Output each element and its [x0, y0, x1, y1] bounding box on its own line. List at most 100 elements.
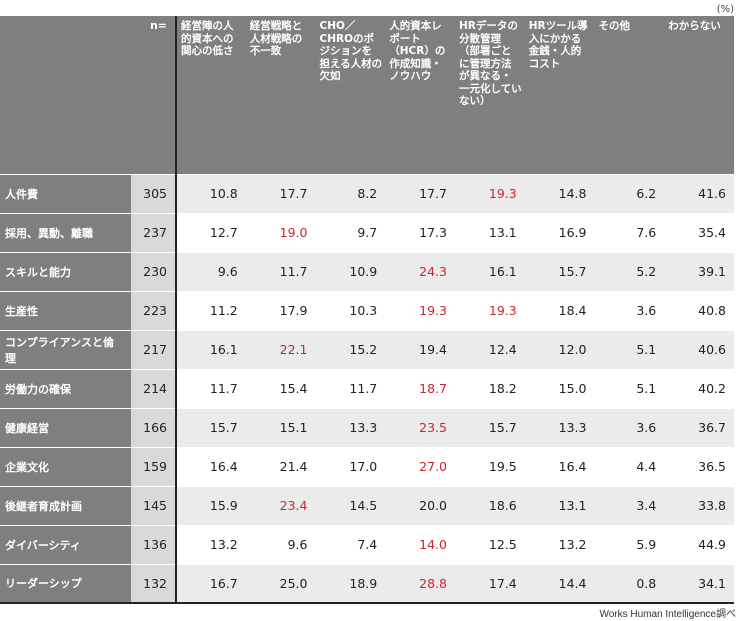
row-label: スキルと能力	[0, 251, 131, 291]
data-table: n= 経営陣の人的資本への関心の低さ 経営戦略と人材戦略の不一致 CHO／CHR…	[0, 16, 734, 604]
table-cell: 13.2	[524, 524, 595, 564]
table-cell: 25.0	[245, 563, 316, 604]
source-note: Works Human Intelligence調べ	[599, 609, 736, 620]
column-header: 経営陣の人的資本への関心の低さ	[176, 16, 246, 174]
table-cell-highlight: 19.0	[245, 212, 316, 252]
table-cell: 15.7	[524, 251, 595, 291]
row-n-value: 132	[131, 563, 177, 604]
table-cell: 5.1	[594, 329, 665, 369]
table-cell: 15.9	[176, 485, 246, 525]
table-row: 労働力の確保 214 11.7 15.4 11.7 18.7 18.2 15.0 5.1 40.2	[0, 368, 734, 408]
table-cell: 36.5	[664, 446, 734, 486]
table-row: 後継者育成計画 145 15.9 23.4 14.5 20.0 18.6 13.1 3.4 33.…	[0, 485, 734, 525]
row-label: 採用、異動、離職	[0, 212, 131, 252]
table-cell: 34.1	[664, 563, 734, 604]
column-header: 人的資本レポート（HCR）の作成知識・ノウハウ	[385, 16, 455, 174]
table-cell: 12.7	[176, 212, 246, 252]
column-header: わからない	[664, 16, 734, 174]
table-cell-highlight: 24.3	[385, 251, 455, 291]
table-row: コンプライアンスと倫理 217 16.1 22.1 15.2 19.4 12.4 12.0 5.…	[0, 329, 734, 369]
unit-label: (%)	[716, 4, 734, 15]
row-n-value: 166	[131, 407, 177, 447]
table-row: 生産性 223 11.2 17.9 10.3 19.3 19.3 18.4 3.6 40.8	[0, 290, 734, 330]
table-cell: 9.6	[245, 524, 316, 564]
row-label: 労働力の確保	[0, 368, 131, 408]
table-cell: 14.4	[524, 563, 595, 604]
row-label: リーダーシップ	[0, 563, 131, 604]
table-cell: 17.9	[245, 290, 316, 330]
table-cell: 4.4	[594, 446, 665, 486]
table-cell: 5.2	[594, 251, 665, 291]
table-cell: 17.7	[385, 173, 455, 213]
table-cell: 16.4	[524, 446, 595, 486]
table-cell-highlight: 19.3	[455, 173, 525, 213]
row-n-value: 217	[131, 329, 177, 369]
row-n-value: 145	[131, 485, 177, 525]
table-cell: 14.5	[315, 485, 386, 525]
table-cell: 13.2	[176, 524, 246, 564]
table-cell: 11.2	[176, 290, 246, 330]
column-header: 経営戦略と人材戦略の不一致	[245, 16, 316, 174]
header-row: n= 経営陣の人的資本への関心の低さ 経営戦略と人材戦略の不一致 CHO／CHR…	[0, 16, 734, 174]
table-cell: 12.4	[455, 329, 525, 369]
table-cell-highlight: 28.8	[385, 563, 455, 604]
table-cell: 13.1	[524, 485, 595, 525]
row-n-value: 305	[131, 173, 177, 213]
table-cell: 18.2	[455, 368, 525, 408]
table-cell: 9.6	[176, 251, 246, 291]
table-cell: 12.0	[524, 329, 595, 369]
table-cell: 13.1	[455, 212, 525, 252]
table-cell: 35.4	[664, 212, 734, 252]
table-cell: 5.1	[594, 368, 665, 408]
table-cell: 10.3	[315, 290, 386, 330]
column-header: その他	[594, 16, 665, 174]
table-cell: 44.9	[664, 524, 734, 564]
table-cell: 15.0	[524, 368, 595, 408]
table-cell: 8.2	[315, 173, 386, 213]
table-cell-highlight: 19.3	[385, 290, 455, 330]
table-cell: 40.8	[664, 290, 734, 330]
table-cell: 13.3	[524, 407, 595, 447]
table-row: 人件費 305 10.8 17.7 8.2 17.7 19.3 14.8 6.2 41.6	[0, 173, 734, 213]
row-n-value: 214	[131, 368, 177, 408]
table-cell: 16.1	[455, 251, 525, 291]
table-row: 健康経営 166 15.7 15.1 13.3 23.5 15.7 13.3 3.6 36.7	[0, 407, 734, 447]
table-row: 採用、異動、離職 237 12.7 19.0 9.7 17.3 13.1 16.9 7.6 35.…	[0, 212, 734, 252]
table-cell: 21.4	[245, 446, 316, 486]
table-cell: 5.9	[594, 524, 665, 564]
table-cell: 3.4	[594, 485, 665, 525]
table-row: 企業文化 159 16.4 21.4 17.0 27.0 19.5 16.4 4.4 36.5	[0, 446, 734, 486]
table-cell: 39.1	[664, 251, 734, 291]
table-cell-highlight: 14.0	[385, 524, 455, 564]
table-cell: 13.3	[315, 407, 386, 447]
table-cell: 7.4	[315, 524, 386, 564]
table-row: ダイバーシティ 136 13.2 9.6 7.4 14.0 12.5 13.2 5.9 44.9	[0, 524, 734, 564]
table-cell: 17.7	[245, 173, 316, 213]
table-cell: 11.7	[176, 368, 246, 408]
table-cell: 15.7	[455, 407, 525, 447]
table-cell: 15.1	[245, 407, 316, 447]
table-cell: 17.4	[455, 563, 525, 604]
table-cell-highlight: 18.7	[385, 368, 455, 408]
table-cell: 9.7	[315, 212, 386, 252]
table-cell: 12.5	[455, 524, 525, 564]
table-cell: 15.2	[315, 329, 386, 369]
table-cell: 16.4	[176, 446, 246, 486]
table-cell: 33.8	[664, 485, 734, 525]
table-cell: 17.0	[315, 446, 386, 486]
table-cell: 17.3	[385, 212, 455, 252]
row-n-value: 136	[131, 524, 177, 564]
table-cell: 20.0	[385, 485, 455, 525]
row-label: ダイバーシティ	[0, 524, 131, 564]
table-cell: 40.2	[664, 368, 734, 408]
table-cell: 41.6	[664, 173, 734, 213]
table-cell-highlight: 22.1	[245, 329, 316, 369]
table-cell-highlight: 27.0	[385, 446, 455, 486]
row-label: コンプライアンスと倫理	[0, 329, 131, 369]
table-cell: 10.8	[176, 173, 246, 213]
table-cell: 18.9	[315, 563, 386, 604]
table-cell: 10.9	[315, 251, 386, 291]
row-label: 企業文化	[0, 446, 131, 486]
table-cell: 6.2	[594, 173, 665, 213]
table-cell: 7.6	[594, 212, 665, 252]
